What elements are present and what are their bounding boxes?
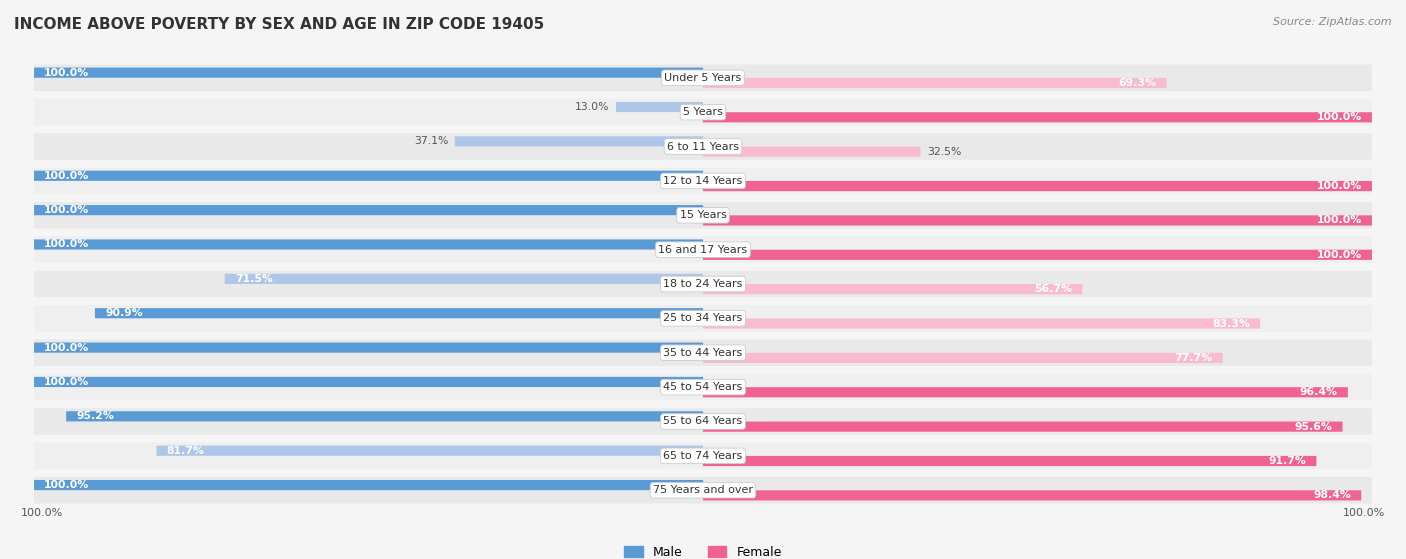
FancyBboxPatch shape — [703, 353, 1223, 363]
Text: 37.1%: 37.1% — [413, 136, 449, 146]
Text: 100.0%: 100.0% — [44, 239, 90, 249]
Text: 55 to 64 Years: 55 to 64 Years — [664, 416, 742, 427]
Text: Source: ZipAtlas.com: Source: ZipAtlas.com — [1274, 17, 1392, 27]
FancyBboxPatch shape — [703, 456, 1316, 466]
Text: 100.0%: 100.0% — [1316, 181, 1362, 191]
Text: 18 to 24 Years: 18 to 24 Years — [664, 279, 742, 289]
Text: 91.7%: 91.7% — [1268, 456, 1306, 466]
FancyBboxPatch shape — [34, 170, 703, 181]
FancyBboxPatch shape — [703, 250, 1372, 260]
Text: 6 to 11 Years: 6 to 11 Years — [666, 141, 740, 151]
Text: 65 to 74 Years: 65 to 74 Years — [664, 451, 742, 461]
Text: 100.0%: 100.0% — [44, 205, 90, 215]
FancyBboxPatch shape — [703, 319, 1260, 329]
Text: 90.9%: 90.9% — [105, 308, 143, 318]
Text: 100.0%: 100.0% — [44, 343, 90, 353]
Text: 100.0%: 100.0% — [1316, 250, 1362, 260]
Text: 12 to 14 Years: 12 to 14 Years — [664, 176, 742, 186]
Text: 56.7%: 56.7% — [1035, 284, 1073, 294]
Text: 98.4%: 98.4% — [1313, 490, 1351, 500]
FancyBboxPatch shape — [34, 205, 703, 215]
Text: 100.0%: 100.0% — [44, 377, 90, 387]
Text: 83.3%: 83.3% — [1212, 319, 1250, 329]
FancyBboxPatch shape — [703, 387, 1348, 397]
Text: 100.0%: 100.0% — [1316, 112, 1362, 122]
FancyBboxPatch shape — [703, 284, 1083, 294]
Text: 35 to 44 Years: 35 to 44 Years — [664, 348, 742, 358]
FancyBboxPatch shape — [703, 181, 1372, 191]
FancyBboxPatch shape — [34, 339, 1372, 366]
FancyBboxPatch shape — [703, 421, 1343, 432]
FancyBboxPatch shape — [34, 168, 1372, 194]
Text: 13.0%: 13.0% — [575, 102, 609, 112]
Text: 45 to 54 Years: 45 to 54 Years — [664, 382, 742, 392]
Text: 100.0%: 100.0% — [1343, 508, 1385, 518]
Text: 5 Years: 5 Years — [683, 107, 723, 117]
Text: 100.0%: 100.0% — [44, 480, 90, 490]
Text: 96.4%: 96.4% — [1299, 387, 1337, 397]
Text: INCOME ABOVE POVERTY BY SEX AND AGE IN ZIP CODE 19405: INCOME ABOVE POVERTY BY SEX AND AGE IN Z… — [14, 17, 544, 32]
FancyBboxPatch shape — [34, 377, 703, 387]
FancyBboxPatch shape — [34, 133, 1372, 160]
FancyBboxPatch shape — [703, 490, 1361, 500]
FancyBboxPatch shape — [703, 215, 1372, 225]
FancyBboxPatch shape — [34, 99, 1372, 125]
FancyBboxPatch shape — [96, 308, 703, 318]
Text: 75 Years and over: 75 Years and over — [652, 485, 754, 495]
FancyBboxPatch shape — [34, 374, 1372, 400]
Text: 95.2%: 95.2% — [76, 411, 114, 421]
FancyBboxPatch shape — [703, 112, 1372, 122]
Text: Under 5 Years: Under 5 Years — [665, 73, 741, 83]
Text: 15 Years: 15 Years — [679, 210, 727, 220]
FancyBboxPatch shape — [34, 343, 703, 353]
FancyBboxPatch shape — [225, 274, 703, 284]
FancyBboxPatch shape — [616, 102, 703, 112]
FancyBboxPatch shape — [34, 271, 1372, 297]
FancyBboxPatch shape — [34, 68, 703, 78]
Text: 25 to 34 Years: 25 to 34 Years — [664, 314, 742, 324]
FancyBboxPatch shape — [34, 239, 703, 249]
FancyBboxPatch shape — [34, 480, 703, 490]
Text: 100.0%: 100.0% — [44, 68, 90, 78]
FancyBboxPatch shape — [34, 202, 1372, 229]
Legend: Male, Female: Male, Female — [619, 541, 787, 559]
FancyBboxPatch shape — [34, 443, 1372, 469]
FancyBboxPatch shape — [34, 477, 1372, 504]
Text: 71.5%: 71.5% — [235, 274, 273, 284]
Text: 69.3%: 69.3% — [1119, 78, 1157, 88]
FancyBboxPatch shape — [34, 305, 1372, 331]
Text: 77.7%: 77.7% — [1174, 353, 1213, 363]
FancyBboxPatch shape — [34, 65, 1372, 91]
Text: 95.6%: 95.6% — [1295, 421, 1333, 432]
FancyBboxPatch shape — [703, 146, 921, 157]
FancyBboxPatch shape — [66, 411, 703, 421]
Text: 32.5%: 32.5% — [927, 146, 962, 157]
FancyBboxPatch shape — [156, 446, 703, 456]
Text: 16 and 17 Years: 16 and 17 Years — [658, 245, 748, 255]
FancyBboxPatch shape — [34, 408, 1372, 435]
FancyBboxPatch shape — [454, 136, 703, 146]
Text: 100.0%: 100.0% — [1316, 215, 1362, 225]
FancyBboxPatch shape — [34, 236, 1372, 263]
Text: 81.7%: 81.7% — [166, 446, 204, 456]
Text: 100.0%: 100.0% — [44, 170, 90, 181]
Text: 100.0%: 100.0% — [21, 508, 63, 518]
FancyBboxPatch shape — [703, 78, 1167, 88]
